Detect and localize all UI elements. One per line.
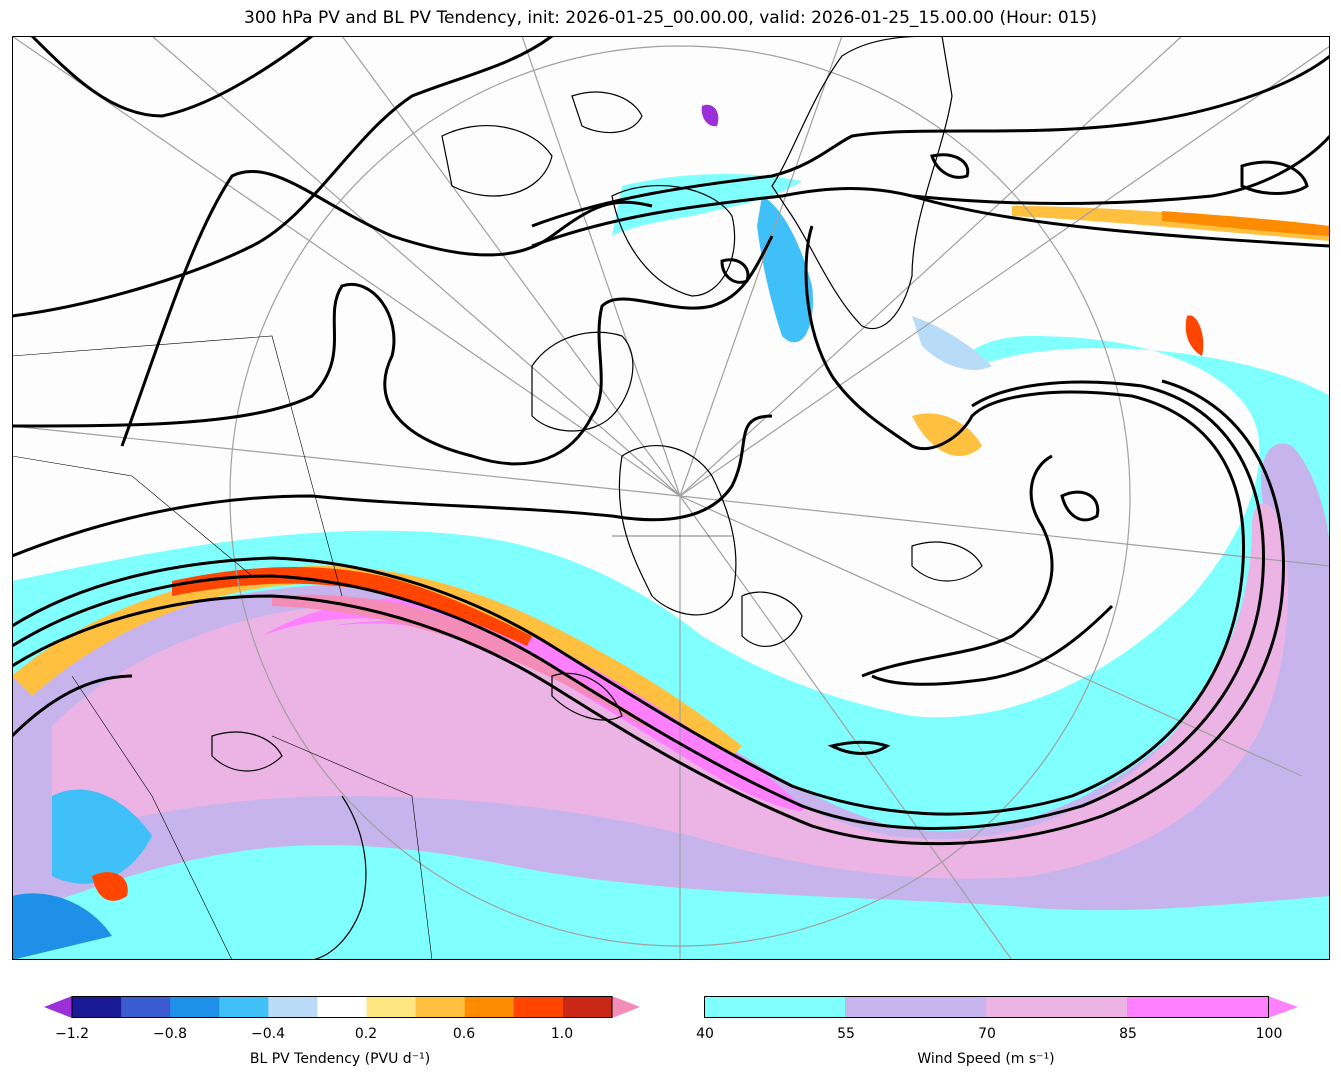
pv-contour [1060,490,1100,522]
pv-colorbar-segment [366,996,417,1018]
pv-contour [827,740,891,755]
east-coast-us [311,795,367,960]
wind-85-band [262,597,804,811]
pv-contour [120,169,653,447]
graticule [12,36,1330,960]
greenland-coast [771,36,953,330]
pv-colorbar-segment [464,996,515,1018]
pv-colorbar-segments [72,996,613,1018]
pv-tick: −0.4 [251,1026,285,1042]
pv-contour [12,674,133,738]
iceland [911,541,983,582]
pv-tick: −1.2 [55,1026,89,1042]
wind-speed-colorbar [704,996,1298,1018]
great-lakes [211,731,283,772]
pv-colorbar-segment [121,996,171,1018]
pv-tendency-hot-patch [1185,315,1204,356]
pv-tick: 0.6 [452,1026,476,1042]
pv-tendency-hot-patch [92,872,128,901]
labrador-coast [618,445,737,616]
gulf-st-lawrence [551,672,623,721]
pv-tendency-hot-patch [912,413,982,456]
pv-tick: −0.8 [153,1026,187,1042]
pv-contour [861,454,1054,678]
wind-colorbar-label: Wind Speed (m s⁻¹) [917,1051,1055,1067]
wind-colorbar-segment [986,996,1128,1018]
pv-colorbar-segment [513,996,564,1018]
pv-contour [12,414,773,558]
wind-tick: 55 [837,1026,855,1042]
arctic-islands [441,125,553,197]
borders [12,335,732,960]
pv-contour [911,194,1330,248]
pv-tendency-cool-patch [912,316,992,370]
wind-tick: 40 [696,1026,714,1042]
pv-contour [871,604,1114,686]
pv-colorbar-segment [415,996,466,1018]
wind-70-band [52,503,1288,879]
pv-extend-low [44,996,72,1018]
pv-contour [930,153,970,179]
pv-contour [531,54,1330,228]
pv-colorbar-segment [317,996,368,1018]
pv-colorbar-segment [268,996,318,1018]
map-panel [12,36,1330,960]
pv-tendency-extreme-patch [701,104,719,127]
pv-tendency-cool-patch [757,196,813,343]
pv-contour [12,380,1265,830]
pv-colorbar-label: BL PV Tendency (PVU d⁻¹) [249,1051,431,1067]
pv-tendency-pink-band [272,594,652,726]
newfoundland-coast [741,591,803,647]
wind-tick: 85 [1119,1026,1137,1042]
wind-55-band [12,443,1330,916]
pv-contour [12,379,1285,846]
pv-contour [30,36,313,118]
wind-colorbar-segment [704,996,846,1018]
wind-colorbar-segment [845,996,987,1018]
pv-contour [12,225,1245,816]
pv-tendency-cool-patch [52,789,152,884]
pv-tendency-hot-band [172,566,532,646]
wind-tick: 70 [978,1026,996,1042]
wind-colorbar-segments [704,996,1269,1018]
coastlines [211,36,983,960]
wind-extend-high [1268,996,1298,1018]
baffin-island [611,185,736,297]
pv-tendency-colorbar [44,996,640,1018]
pv-tick: 0.2 [354,1026,378,1042]
pv-colorbar-segment [219,996,269,1018]
pv-contour [12,36,553,318]
wind-tick: 100 [1255,1026,1283,1042]
pv-extend-high [612,996,640,1018]
pv-contour [720,258,750,284]
pv-tendency-cool-patch [12,893,112,960]
pv-tendency-north-band [1012,206,1330,241]
pv-colorbar-segment [170,996,220,1018]
pv-tendency-north-hot [1162,211,1330,236]
pv-colorbar-segment [562,996,613,1018]
pv-contour [12,235,774,466]
hudson-bay-coast [531,331,634,432]
pv-contours [12,36,1330,846]
pv-contour [1240,160,1309,195]
pv-tick: 1.0 [550,1026,574,1042]
pv-tendency-warm-band [12,565,742,756]
pv-colorbar-segment [72,996,122,1018]
figure-title: 300 hPa PV and BL PV Tendency, init: 202… [244,8,1097,28]
arctic-islands [571,91,643,134]
map-frame [12,36,1330,960]
wind-colorbar-segment [1127,996,1269,1018]
